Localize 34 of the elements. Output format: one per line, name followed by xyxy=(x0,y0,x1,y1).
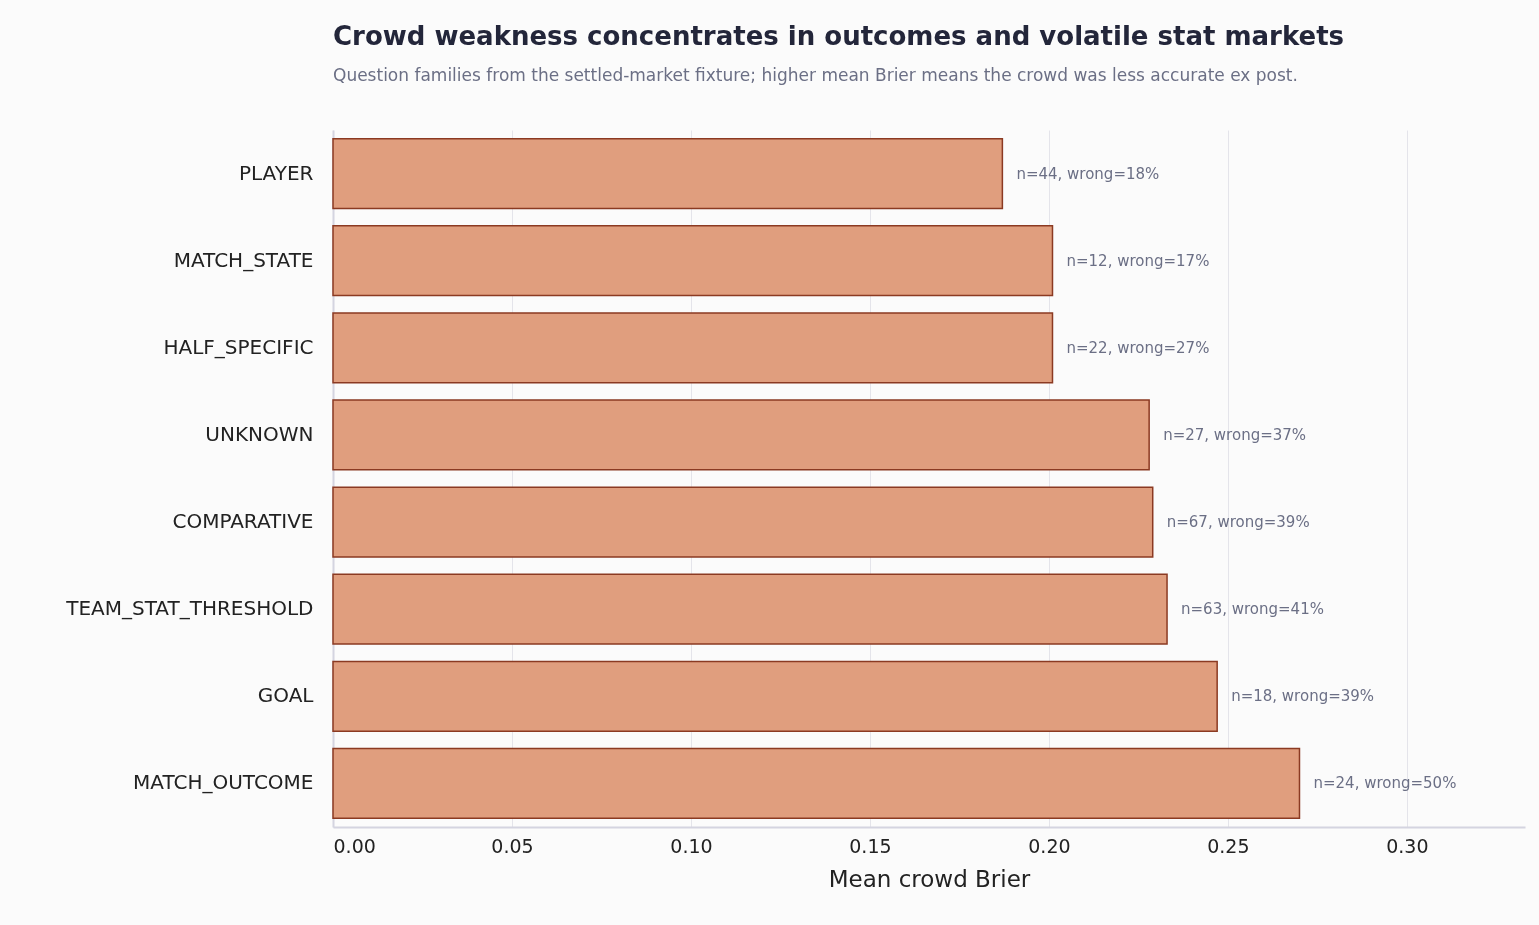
annotation: n=24, wrong=50% xyxy=(1313,774,1457,793)
bar xyxy=(332,747,1301,820)
y-tick-label: GOAL xyxy=(257,683,315,708)
bar xyxy=(332,486,1154,558)
x-tick-label: 0.30 xyxy=(1386,834,1429,857)
x-tick-label: 0.20 xyxy=(1028,834,1071,857)
annotation: n=27, wrong=37% xyxy=(1163,425,1307,444)
bar xyxy=(332,660,1218,732)
x-tick-label: 0.25 xyxy=(1207,834,1250,857)
annotation: n=67, wrong=39% xyxy=(1166,513,1310,532)
chart-title: Crowd weakness concentrates in outcomes and volatile stat markets xyxy=(333,21,1345,51)
annotation: n=22, wrong=27% xyxy=(1066,338,1210,357)
x-tick-label: 0.00 xyxy=(333,834,376,857)
x-tick-label: 0.10 xyxy=(670,834,713,857)
y-tick-label: UNKNOWN xyxy=(205,421,314,446)
chart-subtitle: Question families from the settled-market fixture; higher mean Brier means the crowd was less accurate ex post. xyxy=(333,65,1298,85)
annotation: n=63, wrong=41% xyxy=(1181,600,1324,619)
x-tick-label: 0.05 xyxy=(491,834,534,857)
annotation: n=44, wrong=18% xyxy=(1016,164,1160,183)
y-tick-label: PLAYER xyxy=(238,160,314,185)
x-axis-title: Mean crowd Brier xyxy=(828,865,1031,892)
annotation: n=12, wrong=17% xyxy=(1066,251,1210,270)
bar xyxy=(332,312,1054,384)
y-tick-label: MATCH_OUTCOME xyxy=(133,770,314,795)
y-tick-label: HALF_SPECIFIC xyxy=(163,334,314,359)
bar xyxy=(332,573,1168,645)
y-tick-label: MATCH_STATE xyxy=(173,247,314,272)
bar xyxy=(332,137,1004,210)
y-tick-label: COMPARATIVE xyxy=(172,509,314,534)
bar xyxy=(332,225,1054,297)
y-tick-label: TEAM_STAT_THRESHOLD xyxy=(65,596,314,621)
bar xyxy=(332,399,1150,471)
annotation: n=18, wrong=39% xyxy=(1231,687,1375,706)
x-tick-label: 0.15 xyxy=(849,834,892,857)
